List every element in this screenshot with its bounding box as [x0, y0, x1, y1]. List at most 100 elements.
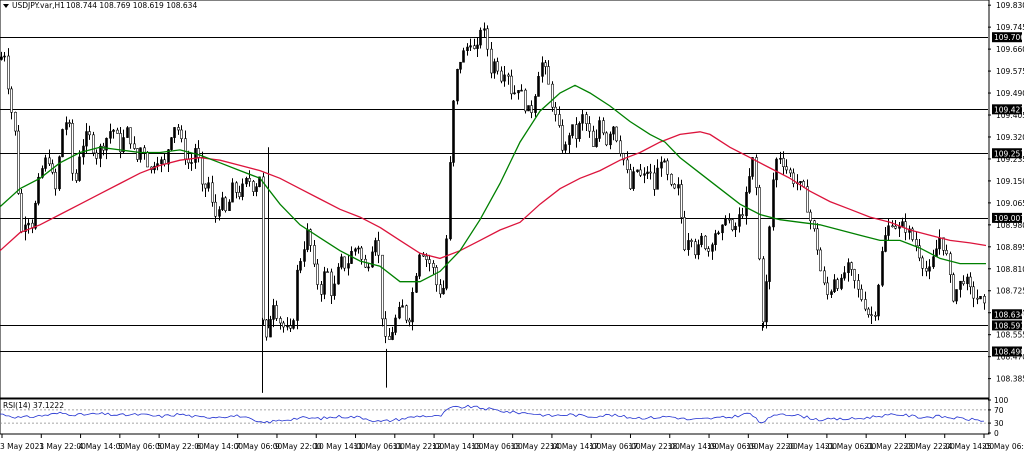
moving-averages: [0, 84, 987, 283]
symbol-label: USDJPY.var,H1: [12, 1, 65, 10]
candle-body-down: [316, 263, 319, 285]
candle-body-up: [483, 28, 486, 31]
time-tick-label: 11 May 06:00: [354, 442, 406, 451]
candle-body-down: [432, 263, 435, 268]
time-tick-label: 6 May 14:00: [196, 442, 243, 451]
candle-body-up: [717, 232, 720, 235]
candles: [0, 22, 986, 393]
candle-body-up: [371, 251, 374, 268]
level-price-label: 108.490: [994, 347, 1024, 356]
candle-body-down: [983, 296, 986, 304]
candle-body-down: [20, 193, 23, 232]
candle-body-down: [707, 248, 710, 252]
level-price-label-bg: [992, 320, 1022, 331]
candle-body-up: [520, 89, 523, 92]
candle-body-down: [870, 314, 873, 316]
candle-body-down: [741, 214, 744, 217]
candle-body-down: [265, 319, 268, 338]
candle-body-down: [860, 288, 863, 300]
candle-body-up: [928, 266, 931, 272]
candle-body-down: [592, 130, 595, 147]
candle-body-up: [979, 296, 982, 300]
candle-body-up: [479, 29, 482, 46]
candle-body-up: [513, 92, 516, 95]
candle-body-up: [85, 131, 88, 147]
candle-body-down: [755, 157, 758, 188]
candle-body-down: [602, 120, 605, 134]
time-tick-label: 13 May 06:00: [471, 442, 523, 451]
candle-body-up: [109, 131, 112, 139]
time-tick-label: 5 May 06:00: [118, 442, 165, 451]
candle-body-down: [728, 218, 731, 221]
chart-menu-arrow-icon[interactable]: [3, 4, 9, 8]
candle-body-up: [231, 182, 234, 203]
candle-body-up: [721, 224, 724, 234]
time-tick-label: 17 May 22:00: [628, 442, 680, 451]
candle-body-down: [649, 171, 652, 174]
rsi-pane[interactable]: [0, 398, 990, 435]
candle-body-up: [65, 122, 68, 130]
candle-body-down: [575, 124, 578, 139]
candle-body-down: [71, 123, 74, 174]
candle-body-down: [639, 169, 642, 176]
candle-body-up: [401, 305, 404, 308]
candle-body-up: [61, 129, 64, 158]
candle-body-down: [422, 254, 425, 257]
candle-body-up: [660, 161, 663, 169]
candle-body-up: [299, 261, 302, 271]
candle-body-up: [724, 218, 727, 226]
time-tick-label: 21 May 22:00: [864, 442, 916, 451]
candle-body-up: [598, 120, 601, 139]
candle-body-down: [547, 66, 550, 85]
price-axis: 109.830 109.745 109.660 109.575 109.490 109.4…: [988, 1, 1024, 384]
candle-body-up: [286, 325, 289, 328]
candle-body-up: [245, 178, 248, 185]
price-tick-label: 109.235: [996, 155, 1024, 164]
time-tick-label: 4 May 14:00: [79, 442, 126, 451]
time-tick-label: 12 May 14:00: [432, 442, 484, 451]
candle-body-down: [197, 148, 200, 158]
candle-body-up: [503, 74, 506, 82]
candle-body-down: [673, 183, 676, 189]
candle-body-up: [581, 114, 584, 124]
candle-body-up: [772, 179, 775, 228]
candle-body-up: [347, 263, 350, 269]
candle-body-up: [292, 320, 295, 329]
price-pane[interactable]: [0, 0, 990, 399]
candle-body-up: [58, 156, 61, 190]
candle-body-up: [391, 332, 394, 340]
candle-body-down: [921, 257, 924, 269]
candle-body-up: [139, 147, 142, 160]
time-tick-label: 24 May 14:00: [943, 442, 995, 451]
candle-body-up: [105, 137, 108, 151]
candle-body-up: [711, 244, 714, 252]
candle-body-up: [643, 173, 646, 176]
ma-slow-line: [0, 131, 987, 260]
current-price-label-bg: [992, 309, 1022, 320]
candle-body-down: [408, 319, 411, 323]
candle-body-down: [666, 160, 669, 175]
candle-body-up: [221, 197, 224, 210]
time-tick-label: 10 May 14:00: [314, 442, 366, 451]
candle-body-down: [874, 314, 877, 317]
candle-body-down: [343, 256, 346, 269]
candle-body-down: [853, 269, 856, 281]
candle-body-down: [48, 157, 51, 165]
candle-body-down: [894, 225, 897, 229]
candle-body-down: [204, 183, 207, 189]
candle-body-down: [857, 280, 860, 290]
candle-body-down: [248, 178, 251, 182]
time-tick-label: 14 May 14:00: [550, 442, 602, 451]
candle-body-up: [687, 240, 690, 251]
candle-body-up: [714, 233, 717, 245]
candle-body-up: [663, 160, 666, 163]
candle-body-down: [904, 221, 907, 233]
candle-body-up: [847, 262, 850, 274]
candle-body-down: [891, 225, 894, 228]
candle-body-down: [313, 245, 316, 265]
horizontal-levels: [0, 37, 988, 352]
candle-body-up: [564, 144, 567, 151]
candle-body-up: [697, 244, 700, 256]
candle-body-up: [337, 266, 340, 285]
